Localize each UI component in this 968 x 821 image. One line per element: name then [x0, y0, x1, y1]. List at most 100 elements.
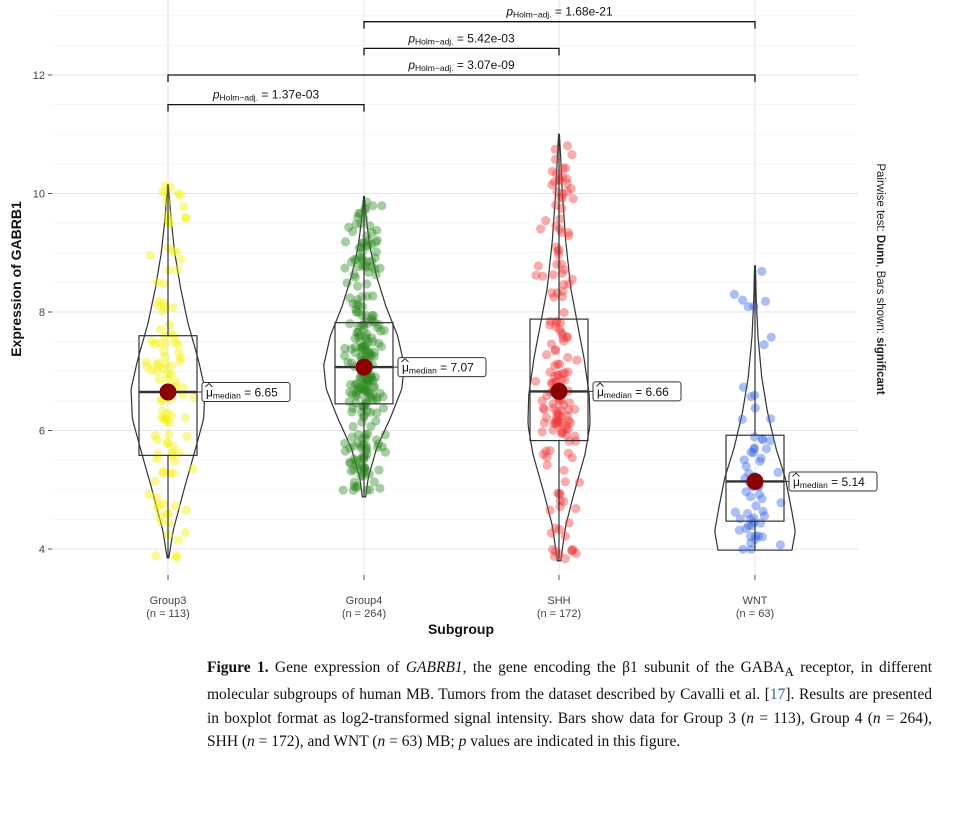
data-point — [353, 438, 363, 448]
y-tick-label: 12 — [33, 70, 45, 82]
data-point — [361, 334, 371, 344]
data-point — [189, 393, 199, 403]
data-point — [166, 370, 176, 380]
data-point — [553, 370, 563, 380]
data-point — [744, 521, 754, 531]
data-point — [360, 205, 370, 215]
data-point — [173, 340, 183, 350]
data-point — [346, 466, 356, 476]
data-point — [369, 351, 379, 361]
data-point — [370, 264, 380, 274]
data-point — [352, 299, 362, 309]
data-point — [158, 306, 168, 316]
data-point — [557, 428, 567, 438]
right-side-label: Pairwise test: Dunn, Bars shown: signifi… — [874, 163, 886, 395]
data-point — [350, 254, 360, 265]
data-point — [340, 438, 350, 448]
data-point — [160, 338, 171, 348]
data-point — [561, 430, 572, 440]
data-point — [570, 431, 580, 441]
data-point — [158, 468, 168, 478]
data-point — [349, 477, 359, 487]
data-point — [363, 429, 373, 439]
caption-reference-link[interactable]: 17 — [769, 686, 786, 704]
data-point — [553, 416, 563, 426]
data-point — [572, 355, 582, 365]
data-point — [366, 374, 376, 384]
data-point — [563, 424, 573, 434]
data-point — [367, 333, 377, 343]
data-point — [344, 222, 354, 232]
data-point — [741, 523, 751, 534]
data-point — [362, 291, 372, 301]
data-point — [374, 338, 384, 348]
y-tick-label: 8 — [39, 307, 45, 319]
data-point — [363, 387, 374, 397]
data-point — [555, 489, 565, 499]
data-point — [760, 296, 771, 306]
data-point — [547, 180, 557, 190]
data-point — [371, 435, 382, 445]
data-point — [358, 342, 368, 352]
data-point — [377, 442, 387, 452]
data-point — [163, 437, 173, 448]
data-point — [571, 504, 581, 514]
data-point — [352, 379, 362, 389]
data-point — [164, 518, 174, 528]
data-point — [357, 302, 368, 312]
caption-n-2: n — [872, 709, 881, 727]
data-point — [539, 404, 550, 415]
data-point — [564, 518, 574, 528]
data-point — [369, 477, 379, 487]
data-point — [550, 154, 561, 164]
data-point — [182, 431, 192, 442]
x-tick-label: Group3 — [150, 595, 187, 607]
data-point — [551, 322, 561, 332]
data-point — [356, 242, 366, 252]
data-point — [574, 477, 585, 487]
data-point — [345, 443, 355, 453]
data-point — [568, 544, 578, 554]
data-point — [738, 544, 748, 554]
data-point — [348, 485, 358, 495]
data-point — [548, 270, 558, 280]
data-point — [368, 390, 378, 400]
data-point — [355, 209, 365, 219]
median-dot — [746, 472, 764, 490]
data-point — [755, 456, 765, 466]
data-point — [349, 454, 359, 464]
data-point — [168, 302, 178, 313]
data-point — [360, 260, 370, 270]
data-point — [152, 493, 162, 503]
data-point — [557, 193, 568, 203]
data-point — [368, 201, 378, 211]
data-point — [152, 503, 163, 513]
data-point — [353, 307, 363, 317]
data-point — [180, 528, 190, 538]
data-point — [548, 399, 558, 409]
data-point — [366, 421, 376, 431]
data-point — [355, 374, 365, 384]
data-point — [557, 329, 568, 340]
data-point — [738, 382, 749, 392]
data-point — [153, 301, 164, 311]
data-point — [362, 347, 372, 357]
data-point — [352, 327, 362, 338]
x-tick-label: Group4 — [346, 595, 383, 607]
data-point — [552, 288, 562, 298]
data-point — [563, 228, 574, 238]
data-point — [354, 300, 364, 310]
data-point — [338, 485, 348, 495]
data-point — [556, 405, 566, 415]
caption-text-7: = 172), and WNT ( — [254, 732, 378, 750]
data-point — [776, 498, 786, 508]
data-point — [565, 418, 576, 428]
data-point — [360, 430, 371, 440]
data-point — [558, 188, 568, 199]
data-point — [169, 468, 179, 478]
median-value: = 7.07 — [437, 361, 474, 375]
data-point — [559, 336, 569, 346]
y-tick-label: 4 — [39, 544, 45, 556]
bracket-p: p — [407, 58, 415, 72]
data-point — [551, 200, 561, 210]
